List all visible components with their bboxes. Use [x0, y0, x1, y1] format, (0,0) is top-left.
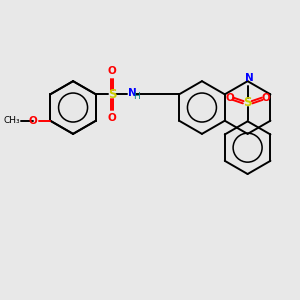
Text: O: O [261, 93, 270, 103]
Text: S: S [108, 88, 116, 101]
Text: O: O [226, 93, 234, 103]
Text: CH₃: CH₃ [4, 116, 20, 125]
Text: N: N [245, 73, 254, 83]
Text: N: N [128, 88, 136, 98]
Text: O: O [108, 112, 116, 122]
Text: O: O [108, 66, 116, 76]
Text: H: H [133, 92, 140, 101]
Text: S: S [243, 96, 252, 109]
Text: O: O [28, 116, 38, 126]
